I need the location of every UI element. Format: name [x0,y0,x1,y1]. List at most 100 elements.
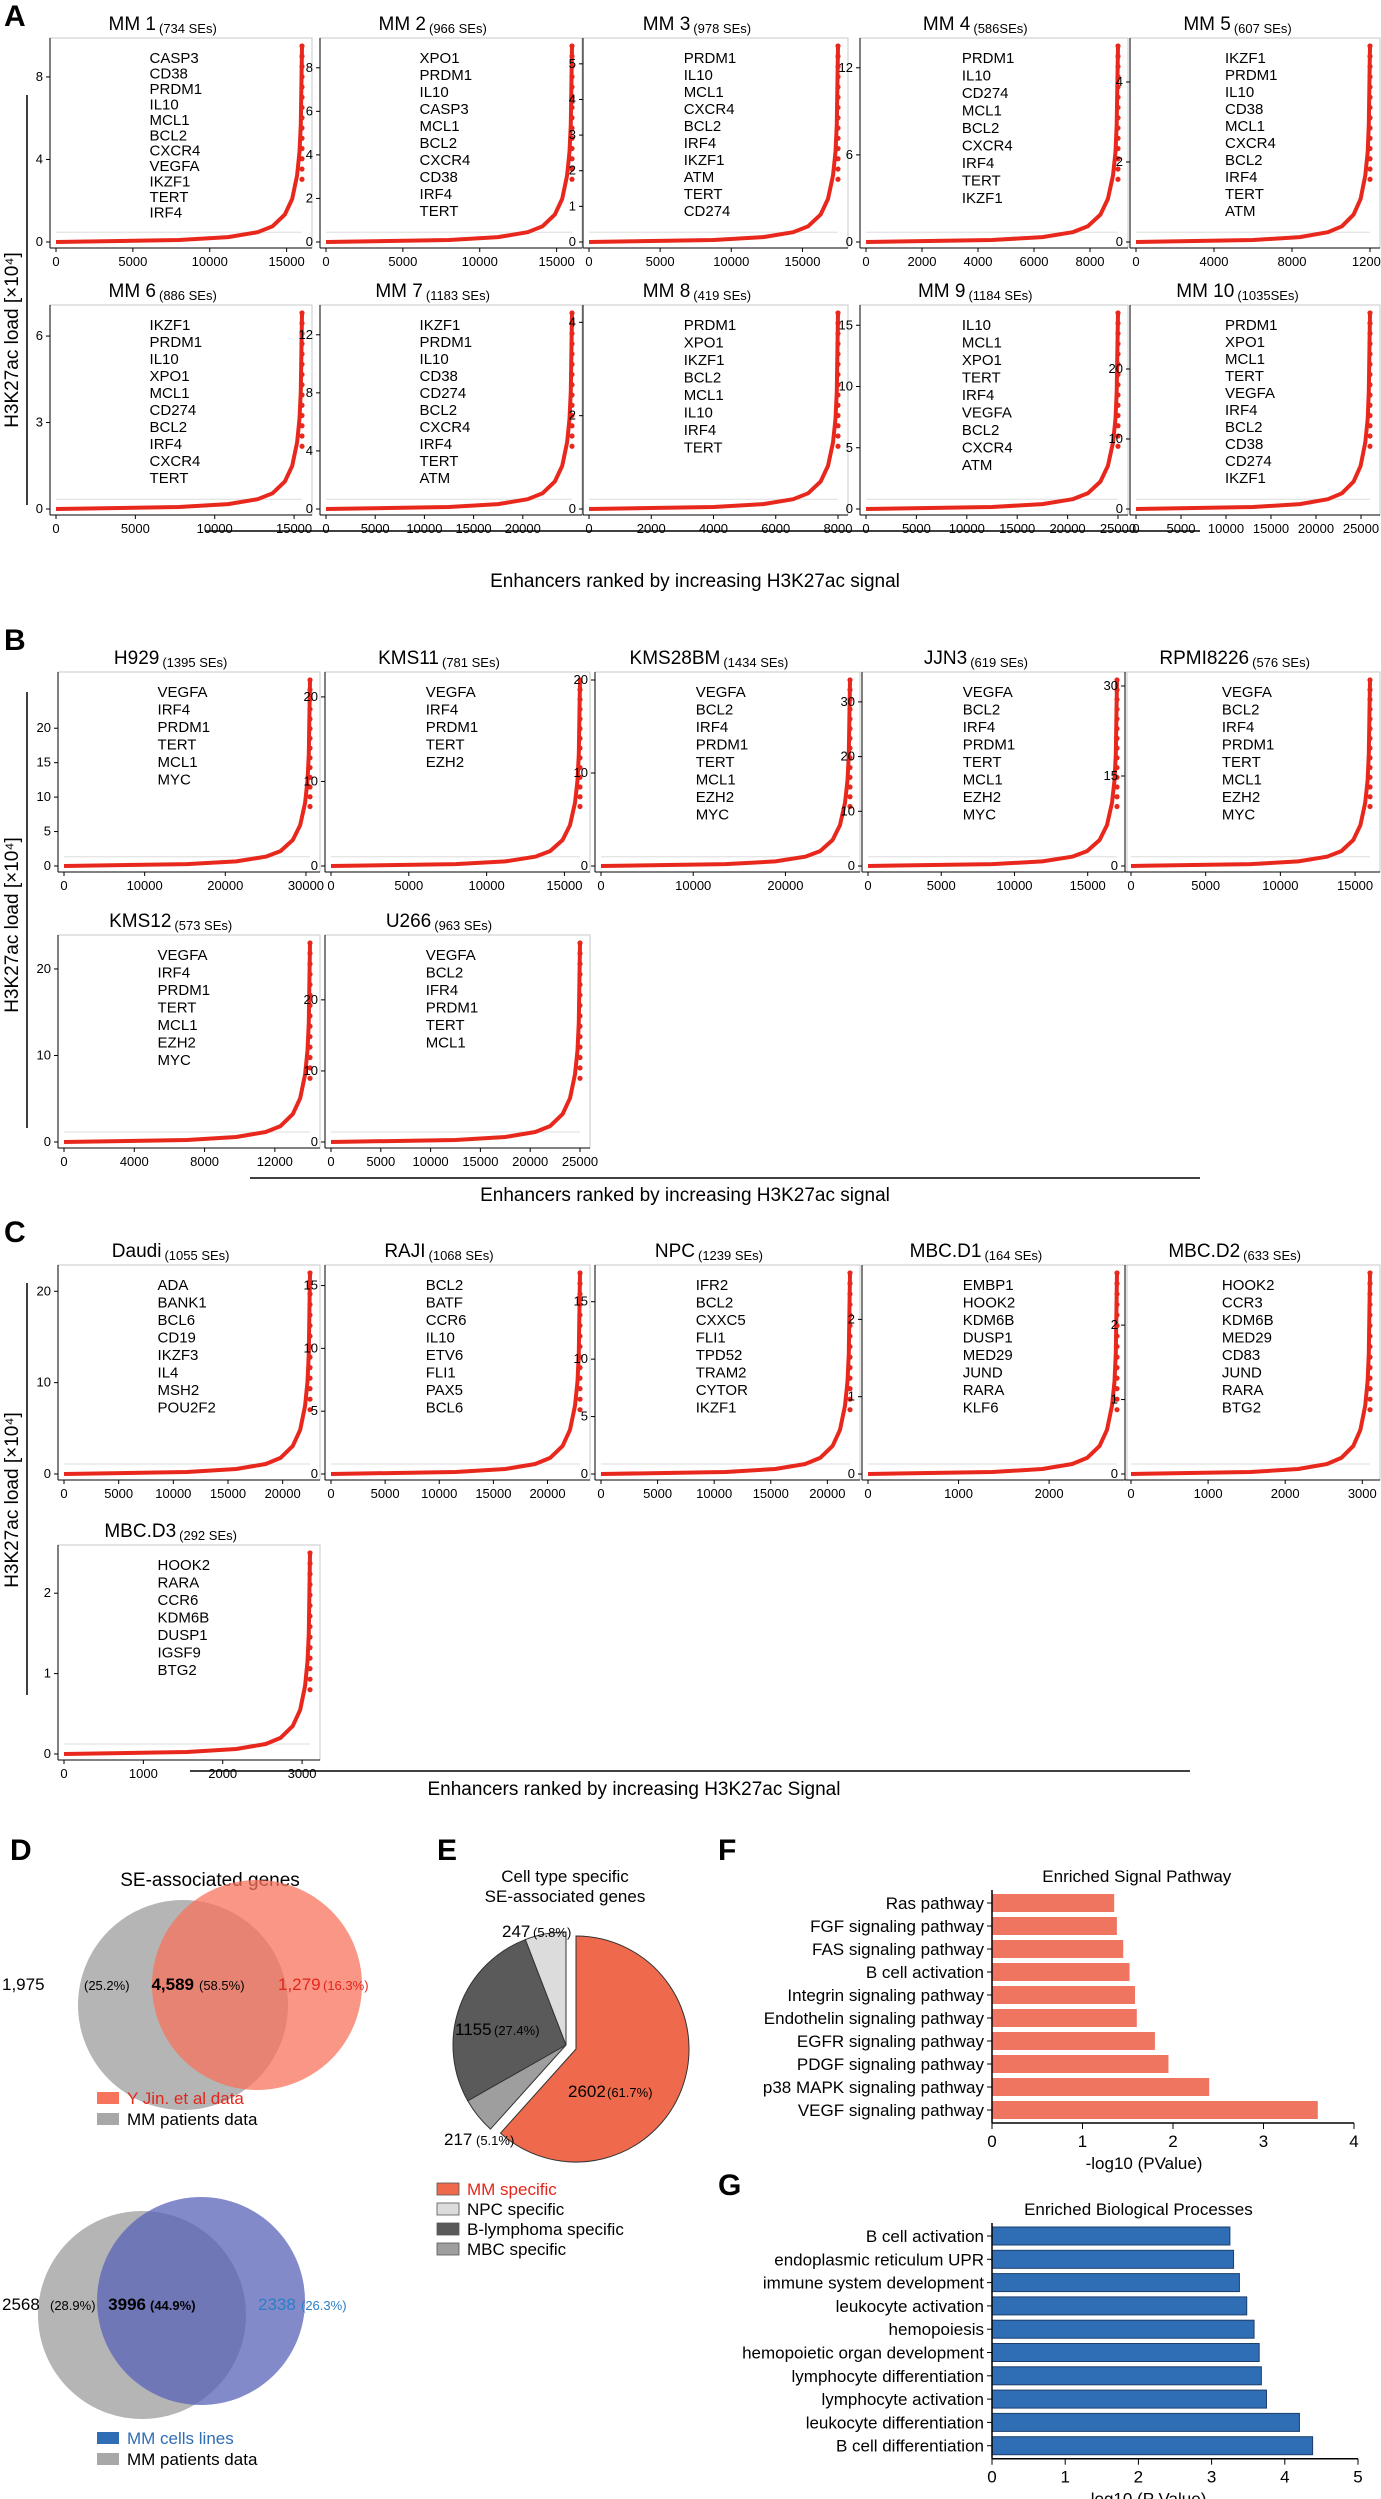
super-enhancer-point [307,1312,313,1318]
gene-label: IL10 [426,1330,455,1347]
signal-pathway-category-label: Endothelin signaling pathway [764,2009,985,2028]
x-tick-label: 0 [327,1486,334,1501]
super-enhancer-point [1367,677,1373,683]
y-tick-label: 0 [846,501,853,516]
super-enhancer-point [847,1291,853,1297]
pie-slice-blymph [452,1938,567,2102]
signal-pathway-bar [992,1963,1130,1981]
x-tick-label: 25000 [1100,521,1136,536]
plot-mm-9: MM 9 (1184 SEs) 0 5 10 15 0 5000 10000 15000 20000… [839,281,1137,536]
bar-chart-biological-processes: Enriched Biological Processes B cell acti… [742,2200,1363,2499]
gene-label: IKZF1 [962,190,1003,207]
gene-label: MYC [1222,807,1256,824]
gene-label: ATM [684,169,715,186]
super-enhancer-point [835,53,841,59]
super-enhancer-point [577,1013,583,1019]
pie-label-npc: 247 [502,1922,530,1941]
gene-label: KDM6B [158,1610,210,1627]
super-enhancer-point [1114,1291,1120,1297]
gene-label: RARA [963,1382,1005,1399]
ranked-enhancer-curve [325,45,574,244]
super-enhancer-point [569,361,575,367]
plot-title-count: (1035SEs) [1237,288,1298,303]
pie-legend-swatch-blymph [436,2222,460,2236]
super-enhancer-point [307,1280,313,1287]
gene-label: MCL1 [158,754,198,771]
super-enhancer-point [835,382,841,388]
gene-label: PRDM1 [150,334,203,351]
super-enhancer-point [307,950,313,957]
gene-label: DUSP1 [963,1330,1013,1347]
super-enhancer-point [577,677,583,683]
super-enhancer-point [1367,1312,1373,1318]
super-enhancer-point [835,63,841,70]
super-enhancer-point [835,320,841,326]
gene-label: VEGFA [158,947,208,964]
super-enhancer-point [569,84,575,90]
gene-label: CXCR4 [962,138,1013,155]
super-enhancer-point [1114,784,1120,790]
super-enhancer-point [1114,1375,1120,1381]
y-tick-label: 0 [36,501,43,516]
y-tick-label: 0 [311,858,318,873]
super-enhancer-point [1367,310,1373,316]
panel-letter-e: E [437,1834,457,1867]
gene-label: CYTOR [696,1382,748,1399]
super-enhancer-point [1367,745,1373,751]
signal-pathway-x-label: -log10 (PValue) [1086,2154,1203,2173]
super-enhancer-point [1367,320,1373,326]
super-enhancer-point [307,1013,313,1019]
super-enhancer-point [1114,794,1120,800]
super-enhancer-point [1367,371,1373,378]
x-tick-label: 12000 [257,1154,293,1169]
y-tick-label: 0 [848,858,855,873]
gene-label: IRF4 [150,205,183,222]
x-tick-label: 6000 [1020,254,1049,269]
super-enhancer-point [577,794,583,800]
plot-mbc-d3: MBC.D3 (292 SEs) 0 1 2 0 1000 2000 3000 HOOK2RARA… [44,1521,321,1781]
y-tick-label: 2 [44,1585,51,1600]
super-enhancer-point [299,53,305,59]
signal-pathway-x-tick-label: 1 [1078,2132,1087,2151]
bio-process-bar [991,2319,1255,2339]
gene-label: EZH2 [963,789,1001,806]
y-tick-label: 0 [569,501,576,516]
pie-label-mbc: 217 [444,2130,472,2149]
pie-legend-swatch-mbc [436,2242,460,2256]
plot-title: RPMI8226 (576 SEs) [1159,648,1310,670]
gene-label: CD274 [684,203,731,220]
x-tick-label: 3000 [1348,1486,1377,1501]
super-enhancer-point [835,84,841,90]
super-enhancer-point [1367,94,1373,100]
super-enhancer-point [569,341,575,347]
x-tick-label: 10000 [413,1154,449,1169]
super-enhancer-point [577,696,583,703]
super-enhancer-point [1114,1343,1120,1350]
super-enhancer-point [569,320,575,326]
bio-process-x-tick-label: 2 [1134,2468,1143,2487]
ranked-enhancer-curve [325,312,574,511]
super-enhancer-point [569,74,575,80]
super-enhancer-point [1114,735,1120,741]
super-enhancer-point [1114,677,1120,683]
super-enhancer-point [1367,696,1373,703]
gene-label: EZH2 [696,789,734,806]
super-enhancer-point [307,1375,313,1381]
y-tick-label: 0 [569,234,576,249]
x-tick-label: 5000 [371,1486,400,1501]
gene-label: MCL1 [684,387,724,404]
super-enhancer-point [1367,1343,1373,1350]
super-enhancer-point [577,1365,583,1371]
super-enhancer-point [1367,1365,1373,1371]
venn-mm-cell-lines: 2568 (28.9%) 3996 (44.9%) 2338 (26.3%) M… [2,2197,347,2469]
y-tick-label: 0 [44,1466,51,1481]
super-enhancer-point [569,145,575,152]
ranked-enhancer-curve [867,679,1119,868]
x-tick-label: 10000 [421,1486,457,1501]
x-tick-label: 10000 [127,878,163,893]
x-tick-label: 15000 [1253,521,1289,536]
gene-label: MCL1 [1225,351,1265,368]
plot-title: MM 1 (734 SEs) [109,14,217,36]
